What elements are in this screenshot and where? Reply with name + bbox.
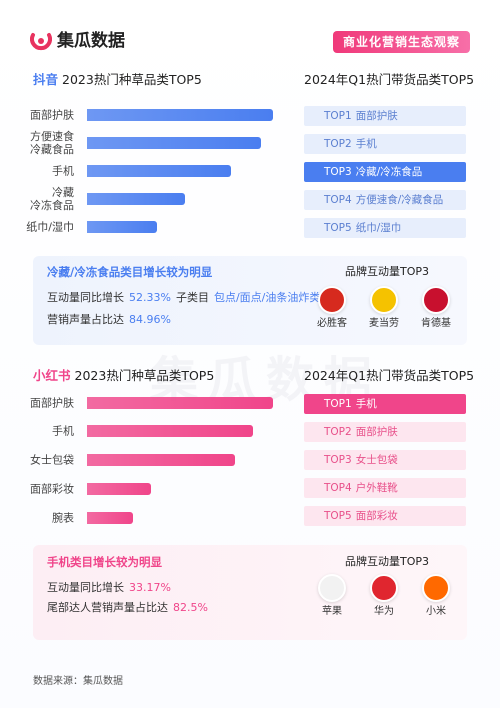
rank: TOP2 — [324, 426, 352, 438]
brands-title: 品牌互动量TOP3 — [345, 265, 430, 278]
rank-name: 女士包袋 — [355, 454, 398, 466]
footer: 数据来源：集瓜数据 — [33, 676, 123, 687]
bar — [87, 483, 151, 495]
rank-name: 面部护肤 — [355, 426, 398, 438]
category-label: 面部护肤 — [30, 108, 74, 122]
rank-name: 户外鞋靴 — [355, 482, 398, 494]
rank: TOP3 — [324, 166, 352, 178]
ranking-item: TOP2 手机 — [304, 134, 466, 154]
category-label: 手机 — [52, 164, 74, 178]
ranking-title: 2024年Q1热门带货品类TOP5 — [304, 72, 475, 87]
highlight-text: 33.17% — [129, 581, 171, 594]
bar — [87, 165, 231, 177]
category-label: 手机 — [52, 424, 74, 438]
rank-name: 方便速食/冷藏食品 — [355, 194, 444, 206]
ranking-item: TOP5 面部彩妆 — [304, 506, 466, 526]
brand-logo — [370, 286, 398, 314]
logo-text: 集瓜数据 — [57, 31, 125, 51]
ranking-item: TOP4 户外鞋靴 — [304, 478, 466, 498]
category-label: 冷藏 冷冻食品 — [30, 186, 74, 212]
ranking-item: TOP3 冷藏/冷冻食品 — [304, 162, 466, 182]
ranking-item: TOP1 手机 — [304, 394, 466, 414]
bar — [87, 221, 157, 233]
rank: TOP1 — [324, 110, 352, 122]
highlight-text: 52.33% — [129, 291, 171, 304]
title: 2023热门种草品类TOP5 — [62, 72, 202, 87]
ranking-title: 2024年Q1热门带货品类TOP5 — [304, 368, 475, 383]
bar — [87, 109, 273, 121]
text: 子类目 — [175, 291, 209, 304]
highlight-text: 包点/面点/油条油炸类 — [213, 291, 321, 304]
insight-line: 互动量同比增长 52.33% 子类目 包点/面点/油条油炸类 — [47, 291, 325, 305]
brand-name: 麦当劳 — [369, 318, 399, 329]
brand-logo — [370, 574, 398, 602]
brand-name: 苹果 — [322, 606, 342, 617]
category-label: 面部彩妆 — [30, 482, 74, 496]
insight-line: 营销声量占比达 84.96% — [47, 313, 176, 327]
chart-title: 小红书 2023热门种草品类TOP5 — [33, 368, 214, 384]
rank: TOP5 — [324, 222, 352, 234]
ranking-item: TOP4 方便速食/冷藏食品 — [304, 190, 466, 210]
rank: TOP3 — [324, 454, 352, 466]
rank-name: 手机 — [355, 138, 377, 150]
bar — [87, 512, 133, 524]
badge: 商业化营销生态观察 — [332, 31, 470, 53]
insight-line: 互动量同比增长 33.17% — [47, 581, 176, 595]
brand-name: 华为 — [374, 606, 394, 617]
rank-name: 冷藏/冷冻食品 — [355, 166, 423, 178]
chart-title: 抖音 2023热门种草品类TOP5 — [33, 72, 202, 88]
category-label: 女士包袋 — [30, 453, 74, 467]
text: 互动量同比增长 — [47, 581, 124, 594]
ranking-item: TOP2 面部护肤 — [304, 422, 466, 442]
ranking-item: TOP1 面部护肤 — [304, 106, 466, 126]
rank: TOP1 — [324, 398, 352, 410]
rank-name: 纸巾/湿巾 — [355, 222, 402, 234]
brand-name: 必胜客 — [317, 318, 347, 329]
platform: 小红书 — [33, 368, 71, 383]
text: 互动量同比增长 — [47, 291, 124, 304]
rank: TOP4 — [324, 194, 352, 206]
text: 尾部达人营销声量占比达 — [47, 601, 168, 614]
rank-name: 面部护肤 — [355, 110, 398, 122]
bar — [87, 137, 261, 149]
brand-name: 小米 — [426, 606, 446, 617]
ranking-item: TOP3 女士包袋 — [304, 450, 466, 470]
rank-name: 手机 — [355, 398, 377, 410]
bar — [87, 193, 185, 205]
brand-logo — [318, 574, 346, 602]
insight-title: 冷藏/冷冻食品类目增长较为明显 — [47, 265, 213, 279]
brand-name: 肯德基 — [421, 318, 451, 329]
brands-title: 品牌互动量TOP3 — [345, 555, 430, 568]
rank: TOP4 — [324, 482, 352, 494]
category-label: 纸巾/湿巾 — [26, 220, 74, 234]
brand-logo — [318, 286, 346, 314]
highlight-text: 84.96% — [129, 313, 171, 326]
highlight-text: 82.5% — [173, 601, 208, 614]
rank: TOP2 — [324, 138, 352, 150]
category-label: 方便速食 冷藏食品 — [30, 130, 74, 156]
platform: 抖音 — [33, 72, 59, 87]
rank-name: 面部彩妆 — [355, 510, 398, 522]
insight-title: 手机类目增长较为明显 — [47, 555, 162, 569]
category-label: 面部护肤 — [30, 396, 74, 410]
category-label: 腕表 — [52, 511, 74, 525]
title: 2023热门种草品类TOP5 — [74, 368, 215, 383]
text: 营销声量占比达 — [47, 313, 124, 326]
logo-icon — [30, 33, 52, 51]
brand-logo — [422, 286, 450, 314]
bar — [87, 454, 235, 466]
rank: TOP5 — [324, 510, 352, 522]
brand-logo — [422, 574, 450, 602]
ranking-item: TOP5 纸巾/湿巾 — [304, 218, 466, 238]
bar — [87, 397, 273, 409]
bar — [87, 425, 253, 437]
insight-line: 尾部达人营销声量占比达 82.5% — [47, 601, 213, 615]
